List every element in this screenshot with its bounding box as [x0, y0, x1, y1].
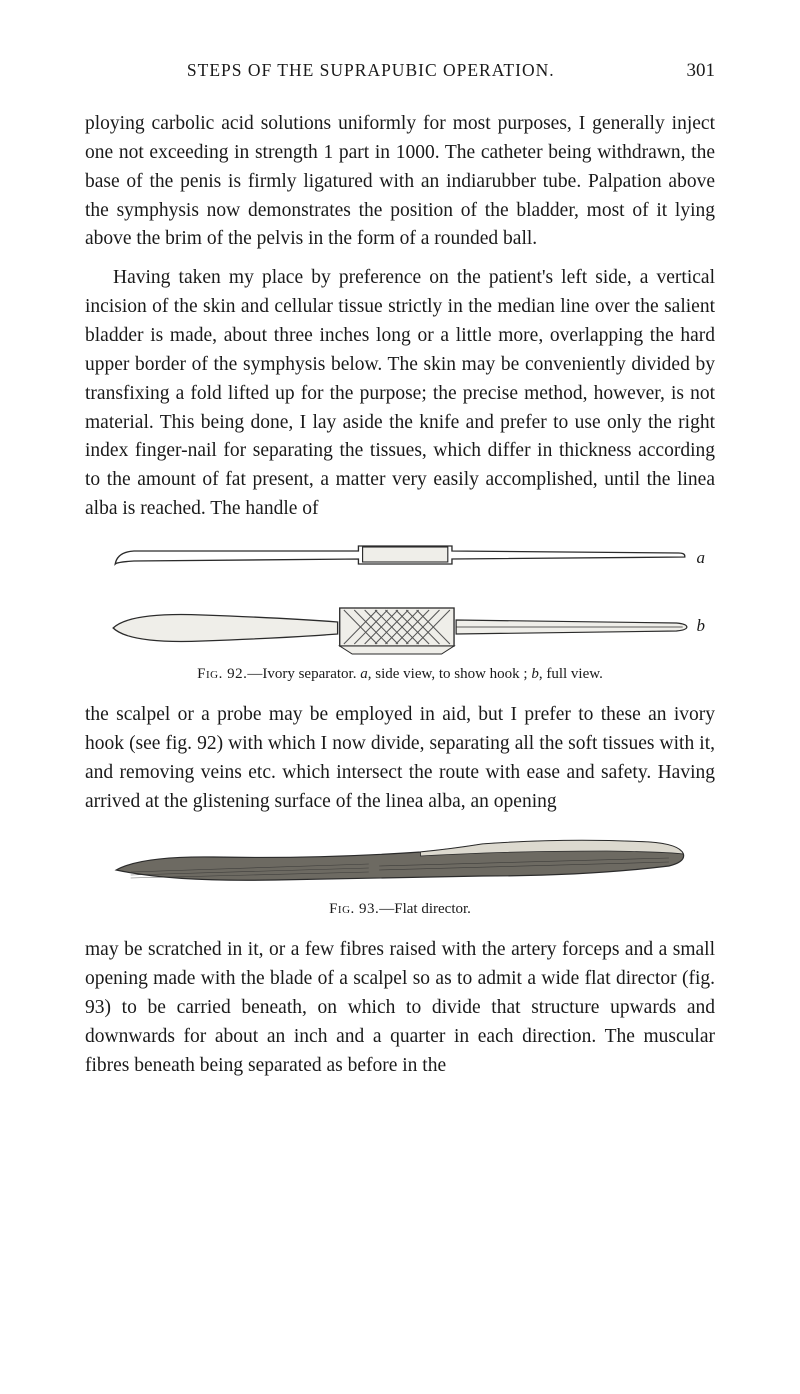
caption-92-a-text: , side view, to show hook ;	[368, 666, 532, 682]
figure-93-caption: Fig. 93.—Flat director.	[85, 901, 715, 918]
figure-93: Fig. 93.—Flat director.	[85, 834, 715, 918]
ivory-separator-side-icon	[109, 542, 691, 576]
flat-director-icon	[110, 834, 690, 892]
page-number: 301	[687, 60, 716, 82]
caption-92-a: a	[360, 666, 368, 682]
caption-92-body: —Ivory separator.	[247, 666, 360, 682]
caption-92-b-text: , full view.	[539, 666, 603, 682]
body-paragraph-1: ploying carbolic acid solutions uniforml…	[85, 110, 715, 254]
body-paragraph-2: Having taken my place by preference on t…	[85, 264, 715, 524]
figure-92: a	[85, 542, 715, 683]
figure-92-full-view: b	[109, 598, 691, 656]
body-paragraph-3: the scalpel or a probe may be employed i…	[85, 701, 715, 816]
running-title: STEPS OF THE SUPRAPUBIC OPERATION.	[85, 60, 657, 81]
body-paragraph-4: may be scratched in it, or a few fibres …	[85, 936, 715, 1080]
caption-93-prefix: Fig. 93.	[329, 901, 379, 917]
figure-92-label-b: b	[697, 616, 706, 636]
caption-92-prefix: Fig. 92.	[197, 666, 247, 682]
caption-92-b: b	[531, 666, 539, 682]
figure-92-side-view: a	[109, 542, 691, 576]
figure-92-caption: Fig. 92.—Ivory separator. a, side view, …	[85, 666, 715, 683]
page-header: STEPS OF THE SUPRAPUBIC OPERATION. 301	[85, 60, 715, 82]
figure-92-label-a: a	[697, 548, 706, 568]
caption-93-body: —Flat director.	[379, 901, 471, 917]
ivory-separator-full-icon	[109, 598, 691, 656]
